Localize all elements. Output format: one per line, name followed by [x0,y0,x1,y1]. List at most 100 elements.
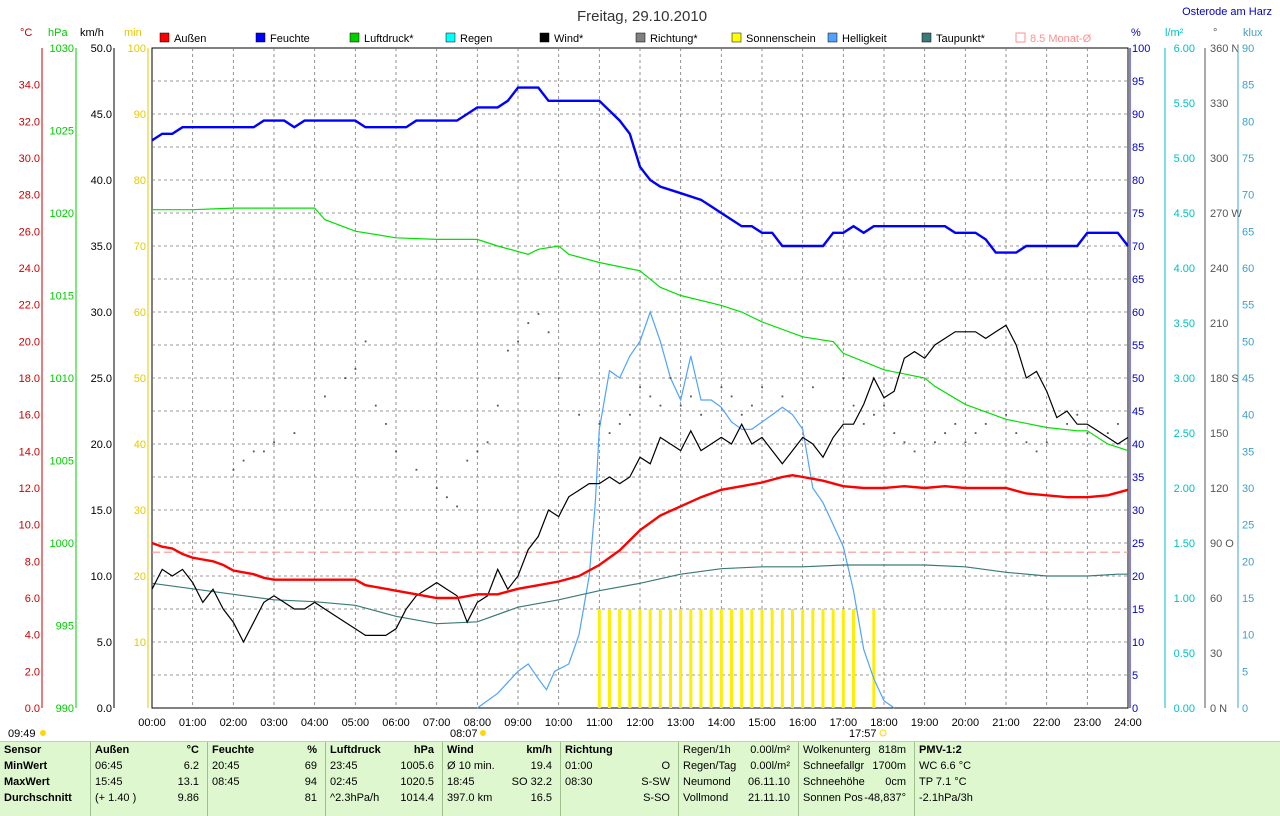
hum-tick-label: 95 [1132,76,1144,88]
stats-schneehoehe-label: Schneehöhe [803,776,865,788]
legend-item: Regen [445,32,492,45]
rain-tick-label: 5.50 [1174,98,1195,110]
hum-tick-label: 75 [1132,208,1144,220]
stats-richtung-max-time: 08:30 [565,776,593,788]
light-tick-label: 30 [1242,483,1254,495]
x-tick-label: 02:00 [220,717,248,729]
hum-tick-label: 80 [1132,175,1144,187]
stats-pmv-wc: WC 6.6 °C [919,760,972,772]
dir-tick-label: 240 [1210,263,1228,275]
light-tick-label: 40 [1242,410,1254,422]
hum-tick-label: 30 [1132,505,1144,517]
sun-tick-label: 20 [134,571,146,583]
direction-dot [862,423,865,425]
hum-tick-label: 90 [1132,109,1144,121]
stats-sensor: Sensor MinWert MaxWert Durchschnitt [0,742,90,816]
stats-wind-avg: 16.5 [530,792,552,804]
direction-dot [537,313,540,315]
direction-dot [364,340,367,343]
stats-luftdruck-header: Luftdruck [330,744,381,756]
legend-swatch [349,32,360,43]
chart-legend: Außen Feuchte Luftdruck* Regen Wind* Richtung… [159,32,1092,45]
direction-dot [893,432,896,434]
sunrise-icon [480,730,486,736]
stats-feuchte-min-time: 20:45 [212,760,240,772]
x-tick-label: 10:00 [545,717,573,729]
stats-aussen-min-time: 06:45 [95,760,123,772]
wind-tick-label: 30.0 [91,307,112,319]
x-tick-label: 16:00 [789,717,817,729]
series-außen [151,473,1129,600]
temp-tick-label: 6.0 [25,593,40,605]
direction-dot [903,441,906,444]
sun-tick-label: 40 [134,439,146,451]
stats-regen: Regen/1h 0.00l/m² Regen/Tag 0.00l/m² Neumo… [678,742,798,816]
stats-neumond-label: Neumond [683,776,731,788]
dir-tick-label: 0 N [1210,703,1227,715]
rain-tick-label: 3.00 [1174,373,1195,385]
temp-tick-label: 12.0 [19,483,40,495]
stats-wind-avg10-label: Ø 10 min. [447,760,495,772]
stats-richtung-avg: S-SO [643,792,670,804]
legend-item: Sonnenschein [731,32,816,45]
stats-richtung-min: O [661,760,670,772]
dir-tick-label: 180 S [1210,373,1239,385]
stats-regen-tag-label: Regen/Tag [683,760,737,772]
dir-tick-label: 330 [1210,98,1228,110]
stats-avg-label: Durchschnitt [4,792,72,804]
stats-wind-distance: 397.0 km [447,792,493,804]
hum-tick-label: 70 [1132,241,1144,253]
direction-dot [629,413,631,416]
direction-dot [944,432,946,434]
stats-schneehoehe: 0cm [885,776,906,788]
temp-tick-label: 8.0 [25,556,40,568]
direction-dot [690,395,692,398]
stats-feuchte-min: 69 [304,760,317,772]
light-tick-label: 80 [1242,116,1254,128]
sun-tick-label: 70 [134,241,146,253]
direction-dot [873,413,875,416]
legend-swatch [921,32,932,43]
legend-item: Helligkeit [827,32,887,45]
direction-dot [1035,450,1038,453]
dir-tick-label: 360 N [1210,43,1239,55]
press-tick-label: 1020 [50,208,74,220]
dir-tick-label: 270 W [1210,208,1242,220]
direction-dot [293,432,296,434]
direction-dot [395,450,397,453]
light-tick-label: 10 [1242,630,1254,642]
sunrise-label: 08:07 [450,728,478,740]
rain-tick-label: 1.00 [1174,593,1195,605]
hum-tick-label: 55 [1132,340,1144,352]
stats-wolkenunterg: 818m [878,744,906,756]
direction-dot [720,386,723,389]
direction-dot [1086,432,1089,434]
temp-tick-label: 28.0 [19,190,40,202]
sunset-icon [879,729,887,737]
direction-dot [527,322,530,324]
rain-tick-label: 2.50 [1174,428,1195,440]
sun-tick-label: 100 [128,43,146,55]
time-left-label: 09:49 [8,728,36,740]
stats-regen-1h-label: Regen/1h [683,744,731,756]
x-tick-label: 12:00 [626,717,654,729]
x-tick-label: 05:00 [342,717,370,729]
light-tick-label: 70 [1242,190,1254,202]
legend-swatch [635,32,646,43]
stats-aussen-max: 13.1 [177,776,199,788]
legend-swatch [1015,32,1026,43]
chart-axes: 00:00 01:00 02:00 03:00 04:00 05:00 06:00 07:00… [19,43,1255,729]
x-tick-label: 04:00 [301,717,329,729]
direction-dot [913,450,916,453]
stats-vollmond: 21.11.10 [747,792,790,804]
x-tick-label: 01:00 [179,717,207,729]
direction-dot [608,432,611,434]
x-tick-label: 14:00 [708,717,736,729]
direction-dot [517,340,519,343]
temp-tick-label: 20.0 [19,336,40,348]
stats-sonnenpos: -48,837° [864,792,906,804]
legend-label: Wind* [554,33,584,45]
direction-dot [1117,423,1119,425]
hum-tick-label: 45 [1132,406,1144,418]
series-wind [151,324,1129,644]
